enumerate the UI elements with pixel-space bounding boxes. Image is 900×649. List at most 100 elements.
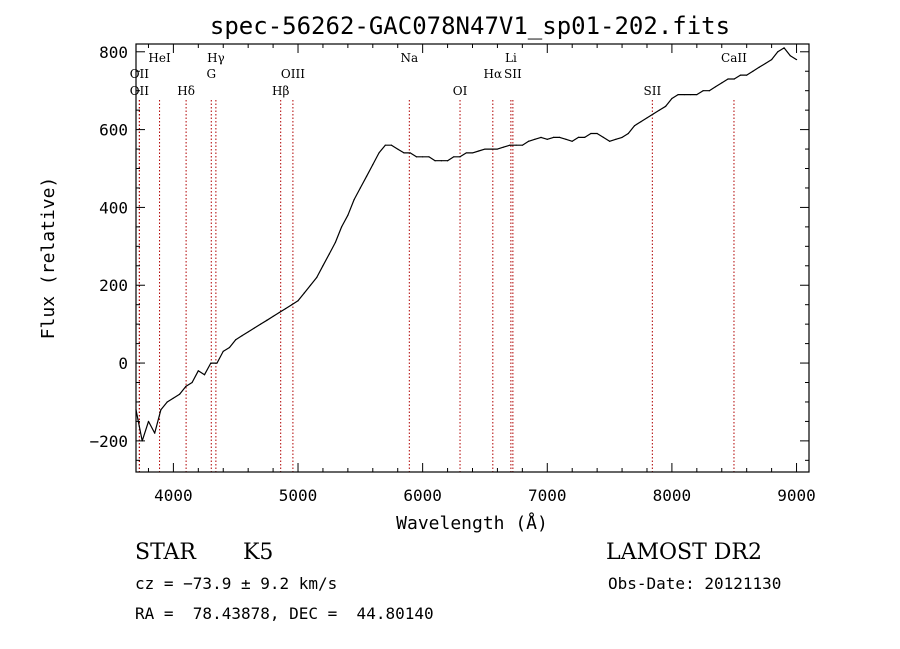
spectrum-point	[758, 66, 760, 68]
spectrum-point	[665, 105, 667, 107]
x-tick-label: 4000	[154, 486, 193, 505]
spectrum-point	[795, 58, 798, 61]
spectrum-point	[608, 140, 611, 142]
spectrum-point	[297, 300, 299, 302]
spectrum-point	[203, 374, 206, 376]
spectrum-point	[372, 164, 374, 166]
spectrum-point	[627, 132, 629, 135]
spectrum-point	[397, 148, 399, 150]
spectrum-point	[228, 346, 231, 349]
spectrum-point	[565, 138, 567, 140]
line-marker-label: OII	[130, 67, 150, 81]
spectrum-point	[179, 393, 181, 395]
obs-date-text: Obs-Date: 20121130	[608, 574, 782, 593]
spectrum-point	[490, 148, 492, 150]
spectrum-point	[602, 136, 604, 138]
spectrum-point	[334, 241, 337, 244]
spectrum-point	[210, 362, 212, 364]
spectrum-point	[683, 93, 685, 96]
spectrum-point	[739, 74, 742, 76]
spectrum-point	[621, 136, 623, 138]
spectrum-point	[596, 132, 598, 135]
spectrum-point	[415, 156, 418, 158]
spectrum-point	[241, 335, 243, 337]
spectrum-point	[652, 113, 654, 115]
spectrum-point	[658, 109, 661, 111]
spectrum-point	[403, 152, 405, 154]
redshift-text: cz = −73.9 ± 9.2 km/s	[135, 574, 338, 593]
spectrum-point	[771, 58, 773, 61]
spectrum-point	[222, 350, 224, 352]
y-tick-label: −200	[89, 432, 128, 451]
y-tick-label: 800	[99, 43, 128, 62]
spectrum-point	[690, 93, 692, 96]
spectrum-point	[640, 121, 642, 123]
chart-title: spec-56262-GAC078N47V1_sp01-202.fits	[210, 12, 730, 40]
spectrum-point	[291, 304, 293, 306]
spectrum-point	[147, 420, 150, 423]
x-tick-label: 7000	[528, 486, 567, 505]
spectrum-point	[783, 47, 785, 49]
spectrum-point	[708, 90, 710, 92]
line-marker-label: Hα	[484, 67, 503, 81]
spectrum-point	[471, 152, 474, 154]
spectrum-point	[341, 226, 343, 228]
spectrum-point	[496, 148, 499, 150]
spectrum-point	[328, 253, 330, 255]
y-tick-label: 0	[118, 354, 128, 373]
spectrum-point	[702, 90, 704, 92]
line-marker-label: SII	[643, 84, 661, 98]
spectrum-point	[633, 125, 636, 127]
y-axis-label: Flux (relative)	[38, 177, 59, 340]
subclass-label: K5	[243, 540, 274, 565]
spectrum-point	[347, 214, 349, 216]
spectrum-point	[266, 319, 268, 321]
spectrum-point	[272, 315, 274, 317]
spectrum-point	[453, 156, 455, 158]
x-tick-label: 6000	[403, 486, 442, 505]
line-marker-label: OIII	[281, 67, 305, 81]
spectrum-point	[714, 86, 717, 88]
spectrum-point	[721, 82, 723, 84]
spectrum-point	[322, 265, 324, 267]
spectrum-point	[390, 144, 393, 146]
x-tick-label: 9000	[777, 486, 816, 505]
spectrum-point	[235, 339, 237, 341]
y-tick-label: 400	[99, 198, 128, 217]
line-marker-label: Hβ	[272, 84, 289, 98]
line-marker-label: Li	[505, 51, 517, 65]
spectrum-point	[478, 150, 480, 152]
spectrum-line	[135, 47, 797, 442]
spectrum-point	[534, 138, 536, 140]
spectrum-point	[459, 156, 461, 158]
spectrum-point	[284, 307, 287, 310]
spectrum-point	[509, 144, 511, 146]
spectrum-point	[359, 187, 361, 189]
spectrum-point	[671, 97, 673, 100]
spectrum-point	[752, 70, 754, 72]
spectrum-point	[260, 323, 262, 325]
spectrum-point	[185, 385, 187, 387]
line-marker-label: Hδ	[177, 84, 195, 98]
spectrum-point	[278, 311, 280, 314]
x-axis-label: Wavelength (Å)	[396, 512, 548, 534]
y-tick-label: 200	[99, 276, 128, 295]
spectrum-point	[446, 160, 449, 162]
spectrum-point	[141, 440, 143, 442]
spectrum-point	[503, 146, 505, 148]
spectrum-point	[584, 136, 586, 138]
survey-label: LAMOST DR2	[606, 540, 762, 565]
axis-ticks: 4000 5000 6000 7000 8000 9000 −200 0 200 400 600 80…	[89, 43, 815, 505]
spectrum-point	[465, 152, 467, 154]
line-marker-label: CaII	[721, 51, 747, 65]
spectrum-point	[197, 370, 199, 372]
spectrum-series	[135, 47, 798, 442]
line-marker-label: Na	[400, 51, 418, 65]
spectrum-point	[571, 140, 573, 142]
spectrum-point	[746, 74, 748, 76]
spectrum-point	[384, 144, 386, 146]
spectrum-point	[559, 136, 561, 138]
spectrum-point	[216, 362, 218, 364]
spectrum-point	[696, 93, 698, 96]
class-label: STAR	[135, 540, 196, 565]
